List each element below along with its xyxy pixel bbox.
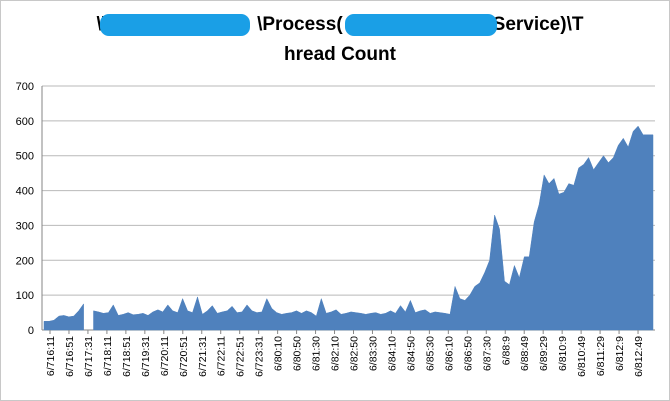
x-tick-label: 6/723:31: [254, 336, 266, 377]
x-tick-label: 6/84:50: [405, 336, 417, 371]
y-tick-label: 400: [16, 186, 34, 198]
y-tick-label: 200: [16, 255, 34, 267]
x-tick-label: 6/810:9: [557, 336, 569, 371]
x-tick-label: 6/722:11: [216, 336, 228, 376]
x-tick-label: 6/716:11: [45, 336, 57, 376]
x-tick-label: 6/718:11: [102, 336, 114, 376]
x-tick-label: 6/721:31: [197, 336, 209, 377]
y-tick-label: 500: [16, 151, 34, 163]
x-tick-label: 6/720:51: [178, 336, 190, 377]
redaction-mark-2: [345, 14, 497, 36]
y-tick-label: 0: [28, 325, 34, 337]
title-part-3: Service)\T: [492, 14, 584, 35]
chart-title-line-2: hread Count: [284, 44, 396, 65]
x-tick-label: 6/83:30: [367, 336, 379, 371]
x-tick-label: 6/88:9: [500, 336, 512, 365]
x-tick-label: 6/810:49: [576, 336, 588, 377]
x-tick-label: 6/716:51: [64, 336, 76, 377]
x-tick-label: 6/81:30: [311, 336, 323, 371]
x-tick-label: 6/85:30: [424, 336, 436, 371]
x-tick-label: 6/717:31: [83, 336, 95, 377]
x-tick-label: 6/88:49: [519, 336, 531, 371]
x-tick-label: 6/722:51: [235, 336, 247, 377]
y-tick-label: 600: [16, 116, 34, 128]
x-tick-label: 6/86:50: [462, 336, 474, 371]
x-tick-label: 6/812:49: [633, 336, 645, 377]
y-tick-label: 700: [16, 81, 34, 93]
x-tick-label: 6/82:50: [349, 336, 361, 371]
y-tick-label: 100: [16, 290, 34, 302]
title-part-2: \Process(: [257, 14, 343, 35]
x-tick-label: 6/89:29: [538, 336, 550, 371]
x-tick-label: 6/82:10: [330, 336, 342, 371]
area-series-segment: [43, 303, 84, 331]
x-tick-label: 6/87:30: [481, 336, 493, 371]
x-tick-label: 6/811:29: [595, 336, 607, 376]
area-series-segment: [93, 125, 654, 331]
y-tick-label: 300: [16, 220, 34, 232]
x-tick-label: 6/84:10: [386, 336, 398, 371]
x-tick-label: 6/720:11: [159, 336, 171, 376]
x-tick-label: 6/86:10: [443, 336, 455, 371]
x-tick-label: 6/80:10: [273, 336, 285, 371]
x-tick-label: 6/719:31: [140, 336, 152, 377]
x-tick-label: 6/812:9: [614, 336, 626, 371]
x-tick-label: 6/718:51: [121, 336, 133, 377]
redaction-mark-1: [100, 14, 250, 36]
x-tick-label: 6/80:50: [292, 336, 304, 371]
